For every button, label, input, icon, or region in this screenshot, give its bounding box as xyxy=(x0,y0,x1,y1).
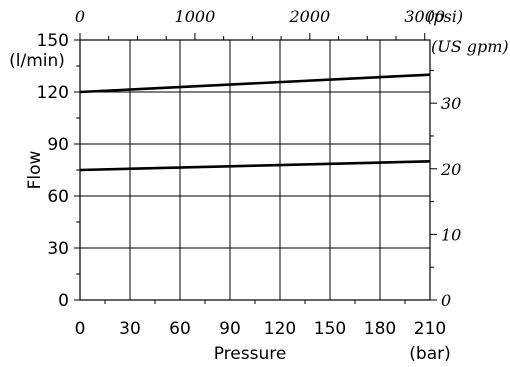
x-tick-label: 120 xyxy=(264,319,296,339)
ticks xyxy=(74,33,437,304)
x-tick-label: 210 xyxy=(414,319,446,339)
series-line-1 xyxy=(79,73,431,94)
right-tick-label: 20 xyxy=(440,160,461,179)
x-tick-label: 180 xyxy=(364,319,396,339)
right-tick-label: 10 xyxy=(441,225,461,244)
y-tick-label: 0 xyxy=(58,291,69,311)
y-axis-label: Flow xyxy=(25,151,45,190)
x-tick-label: 0 xyxy=(75,319,86,339)
y-unit-label: (l/min) xyxy=(9,51,65,71)
x-axis-label: Pressure xyxy=(214,344,287,364)
y-tick-label: 150 xyxy=(37,31,69,51)
top-unit-label: (psi) xyxy=(427,7,463,26)
x-tick-label: 150 xyxy=(314,319,346,339)
top-tick-label: 2000 xyxy=(288,7,330,26)
y-tick-label: 120 xyxy=(37,83,69,103)
x-tick-label: 30 xyxy=(119,319,141,339)
series-lines xyxy=(79,73,431,172)
right-tick-label: 0 xyxy=(441,291,451,310)
top-tick-label: 0 xyxy=(75,7,85,26)
series-line-2 xyxy=(79,160,431,172)
top-tick-label: 1000 xyxy=(175,7,216,26)
x-tick-label: 90 xyxy=(219,319,241,339)
y-tick-label: 30 xyxy=(47,239,69,259)
x-tick-label: 60 xyxy=(169,319,191,339)
top-tick-label: 3000 xyxy=(404,7,445,26)
y-tick-label: 90 xyxy=(47,135,69,155)
y-tick-label: 60 xyxy=(47,187,69,207)
x-unit-label: (bar) xyxy=(409,344,450,364)
right-tick-label: 30 xyxy=(441,94,461,113)
right-unit-label: (US gpm) xyxy=(431,37,509,56)
